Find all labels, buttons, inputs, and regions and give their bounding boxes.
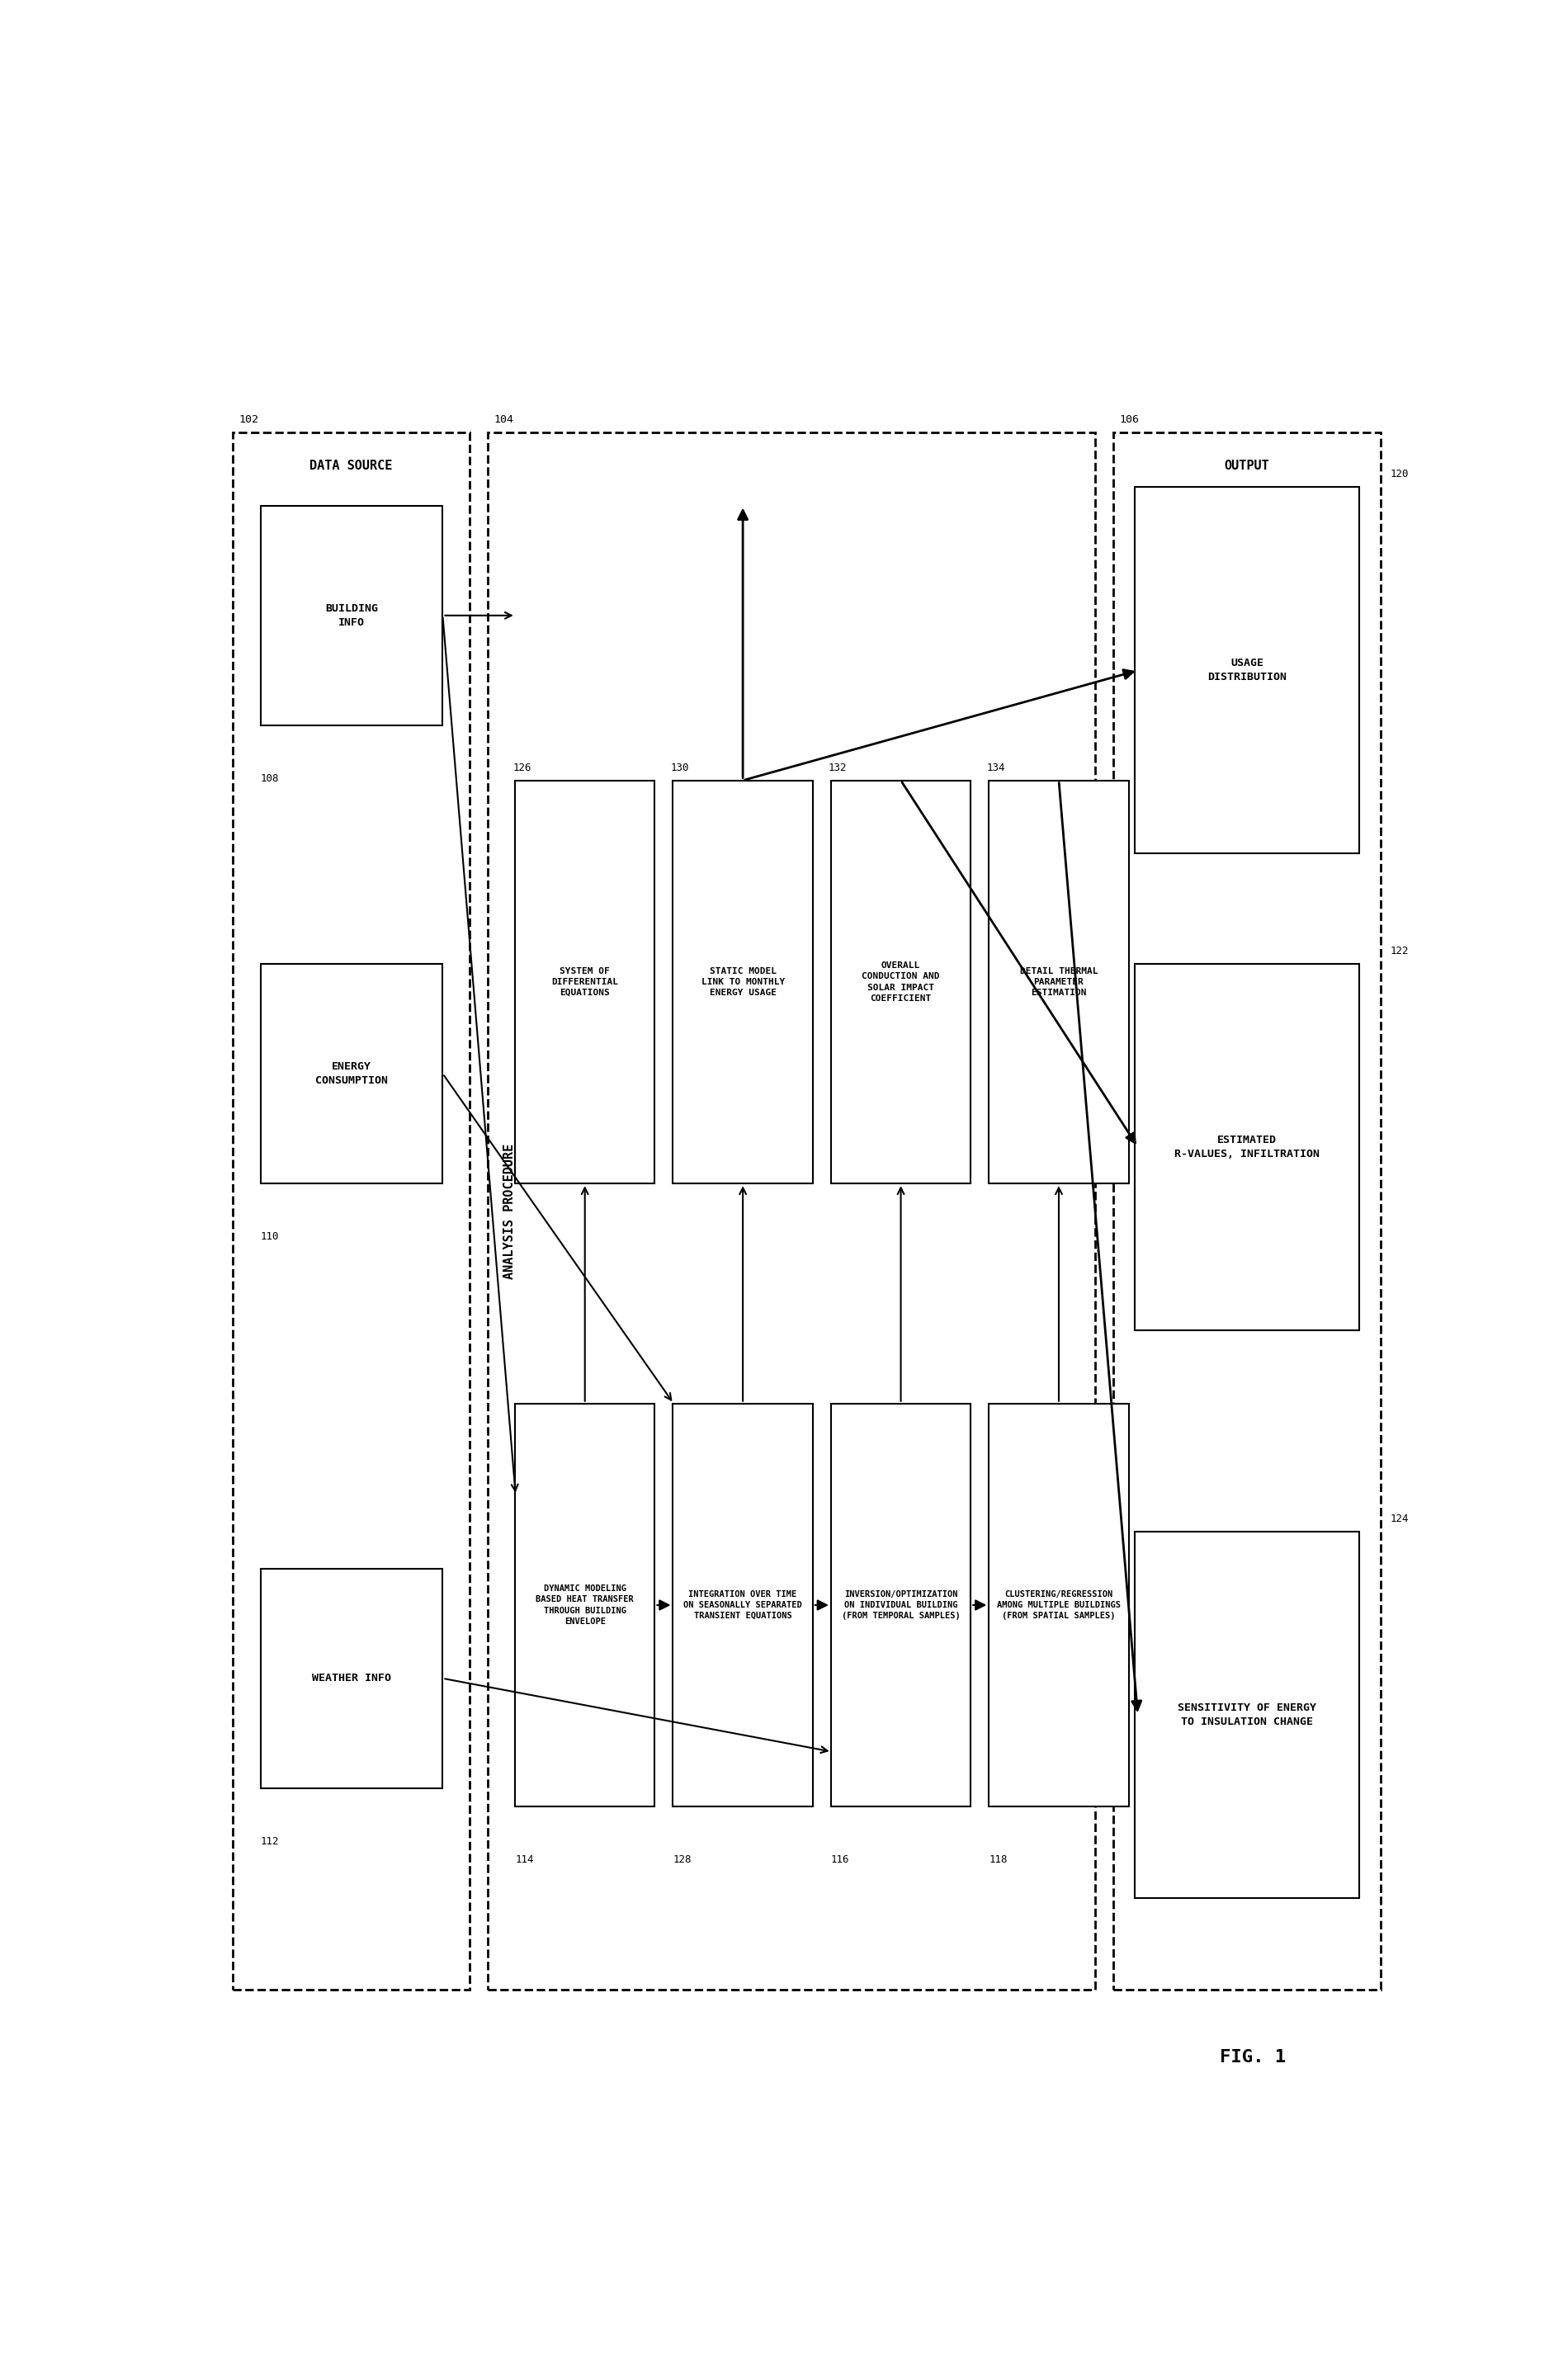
Text: 118: 118 xyxy=(989,1854,1008,1866)
Text: 120: 120 xyxy=(1389,469,1408,481)
Text: 130: 130 xyxy=(671,762,688,773)
Bar xyxy=(989,781,1129,1183)
Text: ANALYSIS PROCEDURE: ANALYSIS PROCEDURE xyxy=(503,1142,516,1278)
Text: USAGE
DISTRIBUTION: USAGE DISTRIBUTION xyxy=(1207,657,1287,683)
Bar xyxy=(488,433,1094,1990)
Bar xyxy=(831,781,971,1183)
Text: FIG. 1: FIG. 1 xyxy=(1220,2049,1286,2066)
Text: SYSTEM OF
DIFFERENTIAL
EQUATIONS: SYSTEM OF DIFFERENTIAL EQUATIONS xyxy=(552,966,618,997)
Text: 132: 132 xyxy=(828,762,847,773)
Text: ENERGY
CONSUMPTION: ENERGY CONSUMPTION xyxy=(315,1061,387,1085)
Text: OUTPUT: OUTPUT xyxy=(1225,459,1270,471)
Text: DYNAMIC MODELING
BASED HEAT TRANSFER
THROUGH BUILDING
ENVELOPE: DYNAMIC MODELING BASED HEAT TRANSFER THR… xyxy=(536,1585,633,1626)
Text: 124: 124 xyxy=(1389,1514,1408,1526)
Text: 110: 110 xyxy=(260,1230,279,1242)
Text: 134: 134 xyxy=(986,762,1005,773)
Bar xyxy=(232,433,469,1990)
Text: 116: 116 xyxy=(831,1854,850,1866)
Bar xyxy=(673,1404,812,1806)
Bar xyxy=(260,964,442,1183)
Text: DATA SOURCE: DATA SOURCE xyxy=(309,459,392,471)
Text: 102: 102 xyxy=(238,414,259,426)
Text: 114: 114 xyxy=(514,1854,533,1866)
Bar xyxy=(1135,488,1359,854)
Text: CLUSTERING/REGRESSION
AMONG MULTIPLE BUILDINGS
(FROM SPATIAL SAMPLES): CLUSTERING/REGRESSION AMONG MULTIPLE BUI… xyxy=(997,1590,1121,1621)
Text: INVERSION/OPTIMIZATION
ON INDIVIDUAL BUILDING
(FROM TEMPORAL SAMPLES): INVERSION/OPTIMIZATION ON INDIVIDUAL BUI… xyxy=(842,1590,960,1621)
Bar xyxy=(673,781,812,1183)
Text: INTEGRATION OVER TIME
ON SEASONALLY SEPARATED
TRANSIENT EQUATIONS: INTEGRATION OVER TIME ON SEASONALLY SEPA… xyxy=(684,1590,803,1621)
Text: 106: 106 xyxy=(1120,414,1140,426)
Bar xyxy=(1135,964,1359,1330)
Text: OVERALL
CONDUCTION AND
SOLAR IMPACT
COEFFICIENT: OVERALL CONDUCTION AND SOLAR IMPACT COEF… xyxy=(862,962,939,1002)
Text: ESTIMATED
R-VALUES, INFILTRATION: ESTIMATED R-VALUES, INFILTRATION xyxy=(1174,1135,1320,1159)
Bar xyxy=(260,1568,442,1787)
Text: 126: 126 xyxy=(513,762,532,773)
Bar xyxy=(514,781,655,1183)
Bar xyxy=(989,1404,1129,1806)
Text: 108: 108 xyxy=(260,774,279,783)
Bar xyxy=(1113,433,1381,1990)
Bar xyxy=(831,1404,971,1806)
Bar xyxy=(260,505,442,726)
Text: 104: 104 xyxy=(494,414,514,426)
Text: DETAIL THERMAL
PARAMETER
ESTIMATION: DETAIL THERMAL PARAMETER ESTIMATION xyxy=(1019,966,1098,997)
Bar xyxy=(1135,1533,1359,1899)
Text: BUILDING
INFO: BUILDING INFO xyxy=(325,602,378,628)
Text: 122: 122 xyxy=(1389,945,1408,957)
Text: STATIC MODEL
LINK TO MONTHLY
ENERGY USAGE: STATIC MODEL LINK TO MONTHLY ENERGY USAG… xyxy=(701,966,784,997)
Text: 128: 128 xyxy=(673,1854,691,1866)
Text: SENSITIVITY OF ENERGY
TO INSULATION CHANGE: SENSITIVITY OF ENERGY TO INSULATION CHAN… xyxy=(1178,1702,1317,1728)
Text: WEATHER INFO: WEATHER INFO xyxy=(312,1673,390,1683)
Text: 112: 112 xyxy=(260,1837,279,1847)
Bar xyxy=(514,1404,655,1806)
